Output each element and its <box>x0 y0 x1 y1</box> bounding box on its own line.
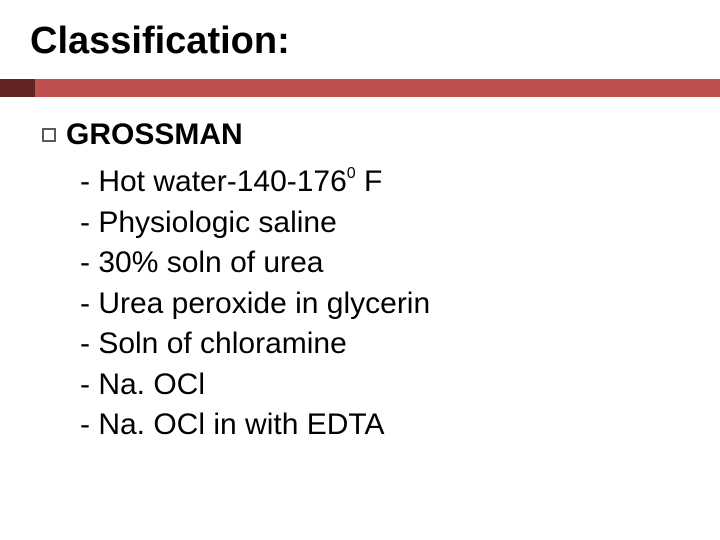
item-suffix: F <box>356 165 383 198</box>
list-item: - Soln of chloramine <box>80 324 430 365</box>
accent-bar-left <box>0 79 35 97</box>
list-item: - Hot water-140-1760 F <box>80 162 430 203</box>
square-bullet-icon <box>42 128 56 142</box>
slide-title: Classification: <box>30 20 690 63</box>
accent-bar <box>0 79 720 97</box>
item-text: - 30% soln of urea <box>80 246 323 279</box>
list-item: - 30% soln of urea <box>80 243 430 284</box>
item-text: - Hot water-140-176 <box>80 165 347 198</box>
slide-content: GROSSMAN - Hot water-140-1760 F - Physio… <box>42 118 430 446</box>
heading-text: GROSSMAN <box>66 118 243 152</box>
item-text: - Physiologic saline <box>80 206 337 239</box>
item-text: - Na. OCl in with EDTA <box>80 408 385 441</box>
list-item: - Physiologic saline <box>80 203 430 244</box>
list-item: - Urea peroxide in glycerin <box>80 284 430 325</box>
item-superscript: 0 <box>347 165 356 182</box>
item-text: - Urea peroxide in glycerin <box>80 287 430 320</box>
slide-container: Classification: GROSSMAN - Hot water-140… <box>0 0 720 540</box>
item-text: - Soln of chloramine <box>80 327 347 360</box>
item-list: - Hot water-140-1760 F - Physiologic sal… <box>80 162 430 446</box>
heading-line: GROSSMAN <box>42 118 430 152</box>
accent-bar-right <box>35 79 720 97</box>
item-text: - Na. OCl <box>80 368 205 401</box>
list-item: - Na. OCl in with EDTA <box>80 405 430 446</box>
list-item: - Na. OCl <box>80 365 430 406</box>
